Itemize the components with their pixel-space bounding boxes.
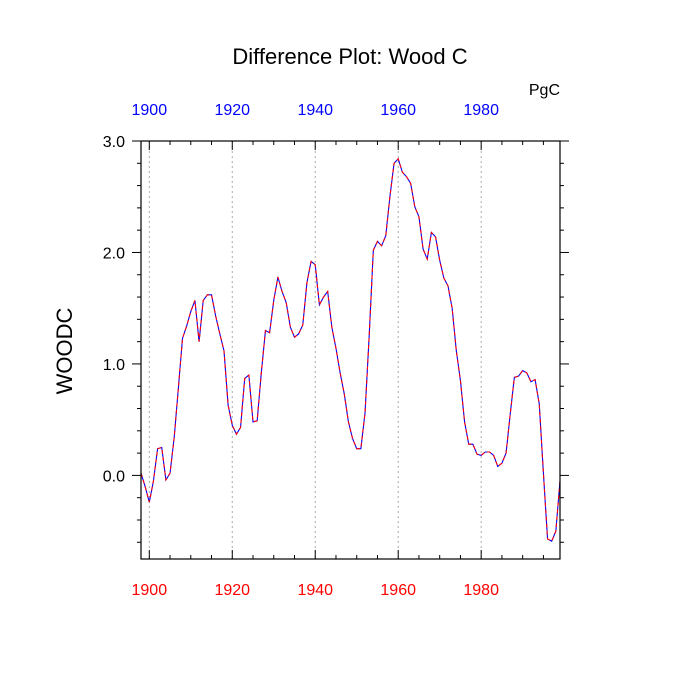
y-tick-label: 2.0 xyxy=(103,245,125,262)
series-line xyxy=(140,157,561,542)
y-tick-label: 3.0 xyxy=(103,134,125,151)
grid xyxy=(148,141,482,559)
x-tick-label-bottom: 1960 xyxy=(380,582,416,599)
x-tick-label-top: 1940 xyxy=(297,102,333,119)
x-tick-label-bottom: 1980 xyxy=(463,582,499,599)
x-tick-label-bottom: 1940 xyxy=(297,582,333,599)
series-line-base xyxy=(140,157,561,542)
units-label: PgC xyxy=(529,82,560,99)
y-axis-label: WOODC xyxy=(52,308,77,395)
x-tick-label-top: 1900 xyxy=(132,102,168,119)
chart-title: Difference Plot: Wood C xyxy=(232,44,467,69)
plot-frame xyxy=(140,140,561,560)
x-tick-label-top: 1920 xyxy=(214,102,250,119)
tick-labels: 0.0 1.0 2.0 3.0 1900 1900 1920 1920 1940 1940 1960… xyxy=(103,102,499,599)
x-tick-label-bottom: 1920 xyxy=(214,582,250,599)
y-tick-label: 1.0 xyxy=(103,357,125,374)
series-layer xyxy=(140,157,561,542)
x-tick-label-top: 1980 xyxy=(463,102,499,119)
x-tick-label-bottom: 1900 xyxy=(132,582,168,599)
ticks xyxy=(132,140,569,559)
y-tick-label: 0.0 xyxy=(103,468,125,485)
x-tick-label-top: 1960 xyxy=(380,102,416,119)
